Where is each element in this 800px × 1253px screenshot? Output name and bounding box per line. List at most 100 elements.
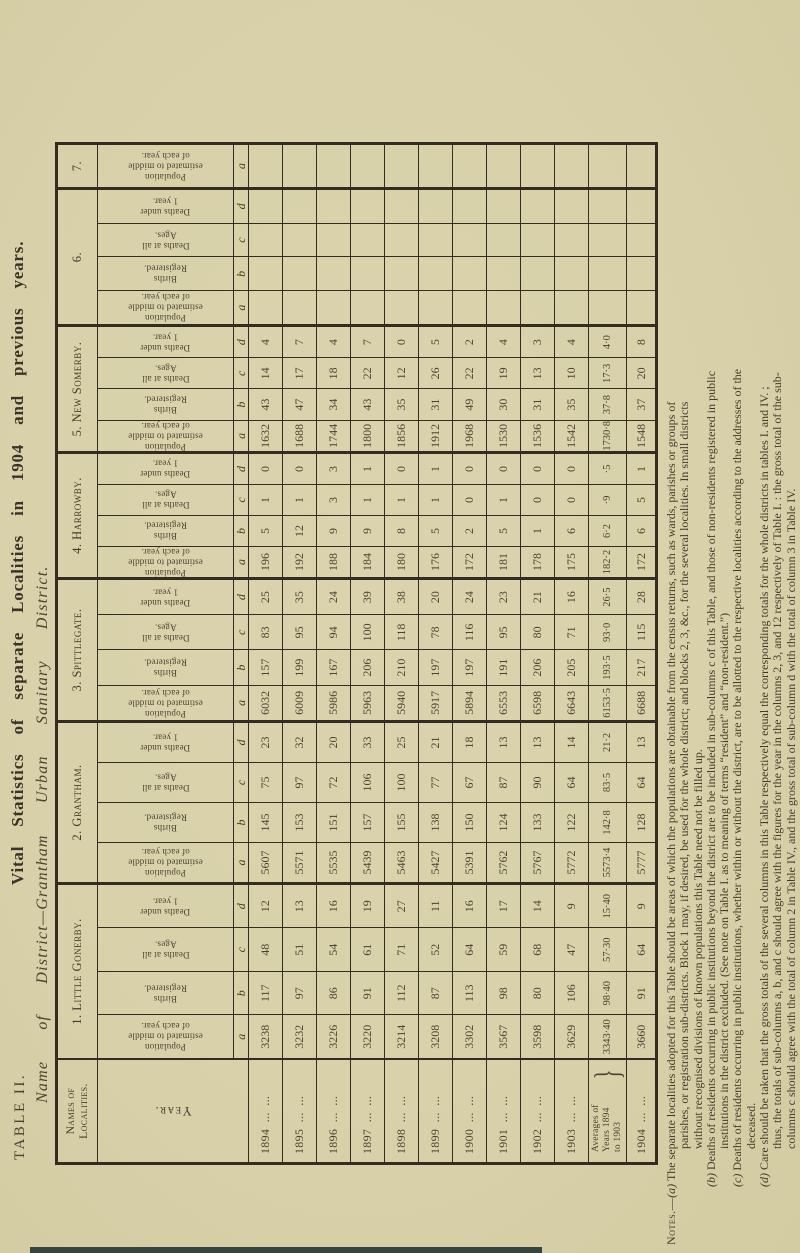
subcol-population: Population estimated to middle of each yea… [98, 547, 655, 577]
data-cell: 0 [555, 485, 589, 515]
text-line: Population [144, 567, 186, 577]
average-value: 6·2 [589, 516, 627, 546]
average-value: ·9 [589, 485, 627, 515]
data-cell: 23 [249, 723, 283, 762]
data-cell: 11 [419, 885, 453, 928]
text-line: 1 year. [152, 459, 179, 469]
data-cell: 23 [487, 580, 521, 615]
data-cell: 24 [453, 580, 487, 615]
data-cell: 12 [283, 516, 317, 546]
subcol-population: Population estimated to middle of each yea… [98, 420, 655, 451]
column-header-births: Births Registered. [98, 972, 233, 1015]
data-cell: 188 [317, 547, 351, 577]
column-header-deaths-all-ages: Deaths at all Ages. [98, 615, 233, 649]
group-seven-blank: 7. Population estimated to middle of each … [58, 145, 655, 190]
data-cell [521, 190, 555, 223]
data-cell: 35 [385, 389, 419, 420]
data-cell: 1 [249, 485, 283, 515]
data-cell [385, 190, 419, 223]
data-cell: 47 [555, 928, 589, 971]
data-cell: 205 [555, 650, 589, 685]
data-cell: 32 [283, 723, 317, 762]
value-1904: 28 [633, 591, 648, 604]
data-cell: 64 [555, 763, 589, 802]
data-cell: 20 [317, 723, 351, 762]
average-value: 3343·40 [589, 1015, 627, 1058]
data-cell: 9 [317, 516, 351, 546]
note-text: Deaths of residents occurring in public … [730, 368, 745, 1171]
data-cell: 0 [521, 454, 555, 484]
names-header-line2: Localities. [77, 1083, 90, 1139]
data-cell: 78 [419, 615, 453, 650]
data-cell: 3567 [487, 1015, 521, 1058]
data-cell: 16 [317, 885, 351, 928]
data-cell: 77 [419, 763, 453, 802]
column-header-population: Population estimated to middle of each yea… [98, 421, 233, 451]
data-cell: 178 [521, 547, 555, 577]
data-cell: 0 [249, 454, 283, 484]
data-cell: 7 [283, 327, 317, 358]
data-cell [385, 145, 419, 187]
text-line: Registered. [144, 394, 187, 405]
data-cell: 19 [351, 885, 385, 928]
column-letter-d: d [233, 454, 249, 484]
column-letter-a: a [233, 291, 249, 324]
data-cell [487, 223, 521, 257]
text-line: Births [153, 405, 178, 416]
group-grantham: 2. Grantham. Population estimated to midd… [58, 723, 655, 885]
data-cell: 95 [283, 615, 317, 650]
average-value [589, 190, 627, 223]
text-line: Births [153, 823, 178, 833]
column-letter-a: a [233, 145, 249, 187]
text-line: Deaths under [140, 469, 191, 480]
data-cell: 1895 ... ... [283, 1060, 317, 1162]
data-cell [317, 223, 351, 257]
data-cell: 67 [453, 763, 487, 802]
names-of-localities-header: Names of Localities. [58, 1060, 98, 1162]
data-cell: 1901 ... ... [487, 1060, 521, 1162]
data-cell: 97 [283, 763, 317, 802]
subcol-deaths-all: Deaths at all Ages. c 48 51 54 61 71 52 64 59 68 4… [98, 928, 655, 972]
column-letter-d: d [233, 190, 249, 223]
value-1904: 64 [633, 943, 648, 956]
data-cell: 100 [351, 615, 385, 650]
data-cell [453, 257, 487, 291]
note-c-line2: deceased. [743, 1102, 758, 1149]
average-value: 193·5 [589, 650, 627, 685]
average-value: 26·5 [589, 580, 627, 615]
data-cell: 13 [487, 723, 521, 762]
text-line: Ages. [154, 363, 177, 374]
text-line: Registered. [144, 812, 187, 823]
data-cell: 98 [487, 972, 521, 1015]
column-header-population: Population estimated to middle of each yea… [98, 843, 233, 882]
data-cell: 87 [487, 763, 521, 802]
value-1904: 1 [633, 466, 648, 472]
data-cell: 4 [317, 327, 351, 358]
data-cell: 1688 [283, 420, 317, 451]
data-cell: 31 [419, 389, 453, 420]
data-cell: 3 [317, 454, 351, 484]
data-cell: 1912 [419, 420, 453, 451]
text-line: to 1903 [613, 1121, 623, 1152]
column-letter-a: a [233, 420, 249, 451]
value-1904: 172 [633, 553, 648, 571]
data-cell: 1 [419, 485, 453, 515]
data-cell [249, 223, 283, 257]
data-cell: 22 [351, 358, 385, 389]
data-cell [453, 190, 487, 223]
data-cell: 59 [487, 928, 521, 971]
data-cell: 35 [555, 389, 589, 420]
data-cell: 71 [385, 928, 419, 971]
data-cell: 1902 ... ... [521, 1060, 555, 1162]
data-cell [419, 291, 453, 324]
average-value: 1730·8 [589, 420, 627, 451]
data-cell: 5762 [487, 843, 521, 882]
data-cell: 33 [351, 723, 385, 762]
data-cell: 3302 [453, 1015, 487, 1058]
note-a-line3: without recognised divisions of known po… [690, 749, 705, 1149]
data-cell: 49 [453, 389, 487, 420]
data-cell: 3629 [555, 1015, 589, 1058]
average-value: 142·8 [589, 803, 627, 842]
